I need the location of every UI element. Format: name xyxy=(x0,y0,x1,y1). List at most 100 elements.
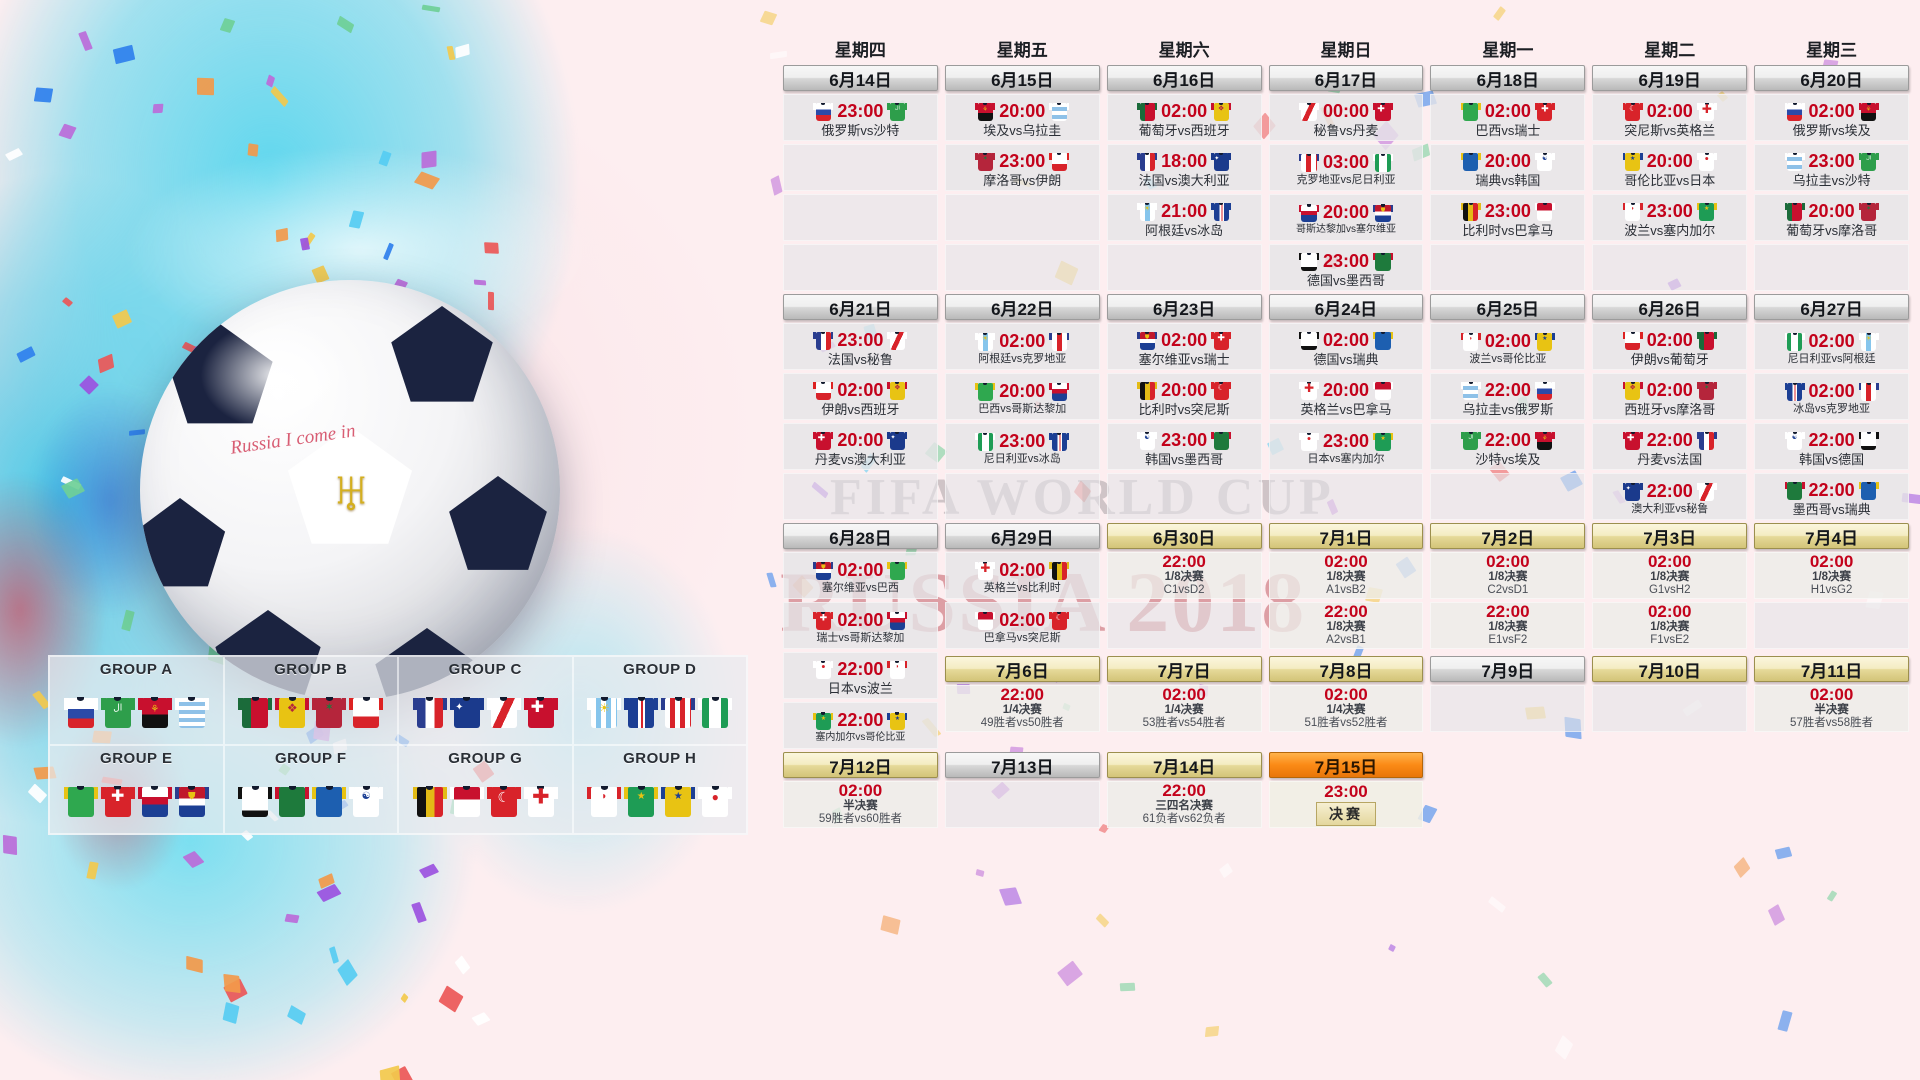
knockout-match-cell[interactable]: 02:00 1/8决赛 H1vsG2 xyxy=(1754,552,1909,599)
match-cell[interactable]: ✚ 20:00 ✦ 丹麦vs澳大利亚 xyxy=(783,423,938,470)
date-chip[interactable]: 6月14日 xyxy=(783,65,938,91)
date-chip[interactable]: 6月22日 xyxy=(944,294,1100,320)
date-chip[interactable]: 7月1日 xyxy=(1268,523,1424,549)
match-cell[interactable]: 20:00 巴西vs哥斯达黎加 xyxy=(944,373,1100,420)
knockout-match-cell[interactable]: 02:00 1/4决赛 53胜者vs54胜者 xyxy=(1106,685,1262,732)
date-chip-secondary[interactable]: 7月9日 xyxy=(1430,656,1586,682)
match-cell[interactable]: 23:00 ال 乌拉圭vs沙特 xyxy=(1754,144,1909,191)
group-cell-group-g[interactable]: GROUP G ☾ ✚ xyxy=(398,745,573,834)
group-cell-group-b[interactable]: GROUP B ❖ ✶ xyxy=(223,656,398,745)
match-cell[interactable]: ✚ 20:00 英格兰vs巴拿马 xyxy=(1268,373,1424,420)
date-chip[interactable]: 7月13日 xyxy=(944,752,1100,778)
group-cell-group-f[interactable]: GROUP F ☯ xyxy=(223,745,398,834)
knockout-match-cell[interactable]: 02:00 1/8决赛 A1vsB2 xyxy=(1268,552,1424,599)
date-chip-secondary[interactable]: 7月10日 xyxy=(1592,656,1748,682)
match-cell[interactable]: 00:00 ✚ 秘鲁vs丹麦 xyxy=(1268,94,1424,141)
match-cell[interactable]: 20:00 ✶ 葡萄牙vs摩洛哥 xyxy=(1754,194,1909,241)
date-chip[interactable]: 6月23日 xyxy=(1106,294,1262,320)
match-cell[interactable]: 02:00 ❖ 葡萄牙vs西班牙 xyxy=(1106,94,1262,141)
date-chip[interactable]: 6月28日 xyxy=(783,523,938,549)
match-cell[interactable]: ☀ 02:00 阿根廷vs克罗地亚 xyxy=(944,323,1100,370)
date-chip[interactable]: 6月24日 xyxy=(1268,294,1424,320)
date-chip[interactable]: 6月21日 xyxy=(783,294,938,320)
match-cell[interactable]: ☾ 02:00 ✚ 突尼斯vs英格兰 xyxy=(1592,94,1748,141)
knockout-match-cell[interactable]: 22:00 1/4决赛 49胜者vs50胜者 xyxy=(944,685,1100,732)
match-cell[interactable]: ● 22:00 ◗ 日本vs波兰 xyxy=(783,652,938,699)
match-cell[interactable]: 02:00 德国vs瑞典 xyxy=(1268,323,1424,370)
match-cell[interactable]: 03:00 克罗地亚vs尼日利亚 xyxy=(1268,144,1424,191)
match-cell[interactable]: 23:00 尼日利亚vs冰岛 xyxy=(944,423,1100,470)
date-chip[interactable]: 6月16日 xyxy=(1106,65,1262,91)
match-cell[interactable]: ✶ 23:00 摩洛哥vs伊朗 xyxy=(944,144,1100,191)
group-cell-group-e[interactable]: GROUP E ✚ ⛊ xyxy=(49,745,224,834)
group-cell-group-a[interactable]: GROUP A ال ⚘ xyxy=(49,656,224,745)
knockout-match-cell[interactable]: 22:00 1/8决赛 E1vsF2 xyxy=(1430,602,1586,649)
final-match-cell[interactable]: 23:00 决赛 xyxy=(1268,781,1424,828)
knockout-match-cell[interactable]: 02:00 半决赛 57胜者vs58胜者 xyxy=(1754,685,1909,732)
knockout-match-cell[interactable]: 22:00 1/8决赛 A2vsB1 xyxy=(1268,602,1424,649)
date-chip[interactable]: 6月25日 xyxy=(1430,294,1586,320)
match-cell[interactable]: ⛊ 02:00 塞尔维亚vs巴西 xyxy=(783,552,938,599)
match-cell[interactable]: ❖ 02:00 ✶ 西班牙vs摩洛哥 xyxy=(1592,373,1748,420)
date-chip[interactable]: 6月30日 xyxy=(1106,523,1262,549)
date-chip[interactable]: 6月15日 xyxy=(944,65,1100,91)
date-chip[interactable]: 6月17日 xyxy=(1268,65,1424,91)
match-cell[interactable]: 22:00 墨西哥vs瑞典 xyxy=(1754,473,1909,520)
knockout-match-cell[interactable]: 22:00 1/8决赛 C1vsD2 xyxy=(1106,552,1262,599)
match-cell[interactable]: 02:00 伊朗vs葡萄牙 xyxy=(1592,323,1748,370)
match-cell[interactable]: 22:00 乌拉圭vs俄罗斯 xyxy=(1430,373,1586,420)
match-cell[interactable]: ⛊ 02:00 ✚ 塞尔维亚vs瑞士 xyxy=(1106,323,1262,370)
match-cell[interactable]: ✚ 22:00 丹麦vs法国 xyxy=(1592,423,1748,470)
match-cell[interactable]: 20:00 ☾ 比利时vs突尼斯 xyxy=(1106,373,1262,420)
date-chip[interactable]: 6月19日 xyxy=(1592,65,1748,91)
match-cell[interactable]: ✚ 02:00 瑞士vs哥斯达黎加 xyxy=(783,602,938,649)
group-cell-group-c[interactable]: GROUP C ✦ ✚ xyxy=(398,656,573,745)
match-cell[interactable]: ☯ 22:00 韩国vs德国 xyxy=(1754,423,1909,470)
match-cell[interactable]: ⚘ 20:00 埃及vs乌拉圭 xyxy=(944,94,1100,141)
match-cell[interactable]: ☯ 23:00 韩国vs墨西哥 xyxy=(1106,423,1262,470)
knockout-match-cell[interactable]: 02:00 1/8决赛 F1vsE2 xyxy=(1592,602,1748,649)
match-cell[interactable]: ☀ 21:00 阿根廷vs冰岛 xyxy=(1106,194,1262,241)
match-cell[interactable]: 02:00 ⚘ 俄罗斯vs埃及 xyxy=(1754,94,1909,141)
match-cell[interactable]: 02:00 ✚ 巴西vs瑞士 xyxy=(1430,94,1586,141)
match-cell[interactable]: 23:00 比利时vs巴拿马 xyxy=(1430,194,1586,241)
match-cell[interactable]: 02:00 ❖ 伊朗vs西班牙 xyxy=(783,373,938,420)
group-cell-group-d[interactable]: GROUP D ☀ xyxy=(572,656,747,745)
match-cell[interactable]: 02:00 ☀ 尼日利亚vs阿根廷 xyxy=(1754,323,1909,370)
match-cell[interactable]: ● 23:00 ★ 日本vs塞内加尔 xyxy=(1268,423,1424,470)
date-chip[interactable]: 7月4日 xyxy=(1754,523,1909,549)
match-cell[interactable]: 20:00 ☯ 瑞典vs韩国 xyxy=(1430,144,1586,191)
match-cell[interactable]: 23:00 德国vs墨西哥 xyxy=(1268,244,1424,291)
match-cell[interactable]: 20:00 ⛊ 哥斯达黎加vs塞尔维亚 xyxy=(1268,194,1424,241)
date-chip[interactable]: 7月12日 xyxy=(783,752,938,778)
knockout-match-cell[interactable]: 02:00 1/8决赛 G1vsH2 xyxy=(1592,552,1748,599)
group-cell-group-h[interactable]: GROUP H ◗ ★ ★ ● xyxy=(572,745,747,834)
date-chip[interactable]: 7月2日 xyxy=(1430,523,1586,549)
date-chip[interactable]: 6月18日 xyxy=(1430,65,1586,91)
knockout-match-cell[interactable]: 02:00 1/4决赛 51胜者vs52胜者 xyxy=(1268,685,1424,732)
match-cell[interactable]: ★ 20:00 ● 哥伦比亚vs日本 xyxy=(1592,144,1748,191)
match-cell[interactable]: ال 22:00 ⚘ 沙特vs埃及 xyxy=(1430,423,1586,470)
match-cell[interactable]: 23:00 ال 俄罗斯vs沙特 xyxy=(783,94,938,141)
match-cell[interactable]: 23:00 法国vs秘鲁 xyxy=(783,323,938,370)
date-chip[interactable]: 7月14日 xyxy=(1106,752,1262,778)
date-chip-secondary[interactable]: 7月6日 xyxy=(944,656,1100,682)
match-cell[interactable]: 18:00 ✦ 法国vs澳大利亚 xyxy=(1106,144,1262,191)
match-cell[interactable]: ◗ 23:00 ★ 波兰vs塞内加尔 xyxy=(1592,194,1748,241)
date-chip[interactable]: 6月27日 xyxy=(1754,294,1909,320)
match-cell[interactable]: 02:00 冰岛vs克罗地亚 xyxy=(1754,373,1909,420)
date-chip-secondary[interactable]: 7月8日 xyxy=(1268,656,1424,682)
date-chip[interactable]: 7月15日 xyxy=(1268,752,1424,778)
knockout-match-cell[interactable]: 02:00 半决赛 59胜者vs60胜者 xyxy=(783,781,938,828)
match-cell[interactable]: ✦ 22:00 澳大利亚vs秘鲁 xyxy=(1592,473,1748,520)
date-chip-secondary[interactable]: 7月11日 xyxy=(1754,656,1909,682)
date-chip[interactable]: 6月29日 xyxy=(944,523,1100,549)
knockout-match-cell[interactable]: 02:00 1/8决赛 C2vsD1 xyxy=(1430,552,1586,599)
date-chip[interactable]: 7月3日 xyxy=(1592,523,1748,549)
knockout-match-cell[interactable]: 22:00 三四名决赛 61负者vs62负者 xyxy=(1106,781,1262,828)
date-chip[interactable]: 6月26日 xyxy=(1592,294,1748,320)
match-cell[interactable]: ◗ 02:00 ★ 波兰vs哥伦比亚 xyxy=(1430,323,1586,370)
date-chip-secondary[interactable]: 7月7日 xyxy=(1106,656,1262,682)
match-cell[interactable]: ✚ 02:00 英格兰vs比利时 xyxy=(944,552,1100,599)
date-chip[interactable]: 6月20日 xyxy=(1754,65,1909,91)
